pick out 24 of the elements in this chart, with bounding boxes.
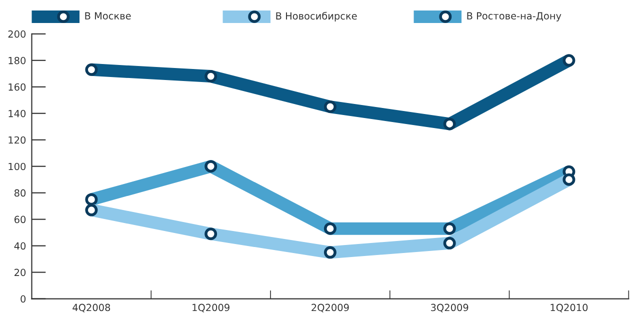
legend-label: В Новосибирске bbox=[276, 12, 357, 22]
x-tick-label: 3Q2009 bbox=[431, 304, 468, 312]
point bbox=[562, 54, 576, 67]
y-tick-label: 60 bbox=[14, 216, 26, 224]
legend-label: В Москве bbox=[85, 12, 131, 20]
x-tick-label: 1Q2009 bbox=[192, 304, 230, 312]
point bbox=[324, 100, 336, 114]
y-tick-label: 80 bbox=[14, 189, 26, 197]
y-tick-label: 20 bbox=[14, 268, 26, 276]
y-tick-label: 40 bbox=[14, 242, 26, 250]
x-tick-label: 4Q2008 bbox=[72, 304, 110, 312]
y-tick-label: 100 bbox=[8, 162, 26, 170]
y-tick-label: 200 bbox=[8, 30, 26, 38]
y-tick-label: 140 bbox=[8, 110, 26, 118]
y-tick-label: 120 bbox=[8, 136, 26, 144]
point bbox=[204, 70, 218, 83]
y-tick-label: 160 bbox=[8, 83, 26, 91]
point bbox=[443, 118, 456, 130]
x-tick-label: 1Q2010 bbox=[550, 304, 588, 312]
y-tick-label: 180 bbox=[8, 56, 26, 64]
legend-label: В Ростове-на-Дону bbox=[467, 12, 562, 22]
point bbox=[85, 63, 98, 76]
y-tick-label: 0 bbox=[20, 295, 26, 303]
x-tick-label: 2Q2009 bbox=[312, 304, 349, 312]
